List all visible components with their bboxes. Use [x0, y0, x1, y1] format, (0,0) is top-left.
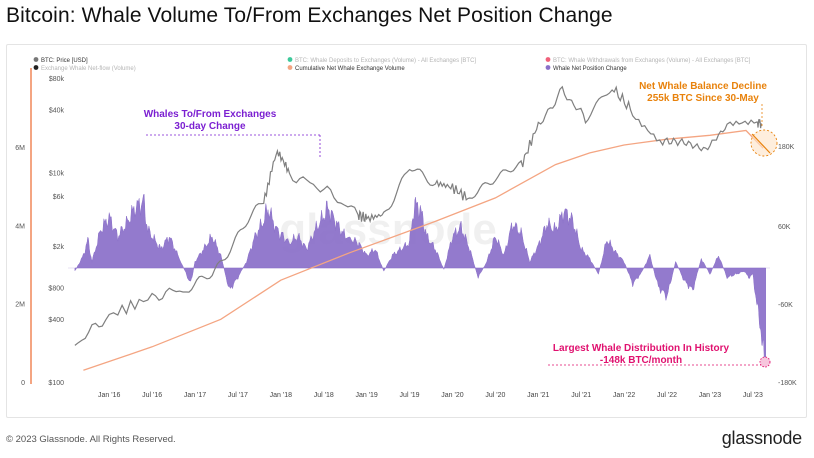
price-tick-label: $6k: [53, 194, 65, 201]
decline-segment: [751, 133, 771, 154]
right-axis-tick-label: 60K: [778, 224, 791, 231]
x-tick-label: Jan '23: [699, 392, 721, 399]
x-tick-label: Jan '20: [441, 392, 463, 399]
price-tick-label: $10k: [49, 171, 65, 178]
x-tick-label: Jul '22: [657, 392, 677, 399]
legend-swatch: [287, 57, 293, 62]
decline-label-line1: Net Whale Balance Decline: [639, 81, 767, 92]
x-tick-label: Jul '16: [142, 392, 162, 399]
decline-highlight-circle: [750, 129, 778, 157]
page-title: Bitcoin: Whale Volume To/From Exchanges …: [6, 4, 613, 27]
cumulative-tick-label: 0: [21, 380, 25, 387]
legend-swatch: [33, 65, 39, 70]
series-cumulative-net-whale-volume: [83, 129, 764, 371]
whales-label-line1: Whales To/From Exchanges: [144, 109, 277, 120]
legend-swatch: [33, 57, 39, 62]
cumulative-tick-label: 2M: [15, 302, 25, 309]
x-tick-label: Jan '19: [355, 392, 377, 399]
cumulative-tick-label: 6M: [15, 145, 25, 152]
series-btc-price: [74, 85, 762, 346]
legend-swatch: [287, 65, 293, 70]
price-tick-label: $100: [48, 380, 64, 387]
price-tick-label: $80k: [49, 76, 65, 83]
legend-label: Cumulative Net Whale Exchange Volume: [295, 66, 405, 72]
x-tick-label: Jul '21: [571, 392, 591, 399]
x-tick-label: Jul '19: [400, 392, 420, 399]
right-axis-tick-label: -60K: [778, 302, 793, 309]
right-axis-tick-label: 180K: [778, 144, 795, 151]
legend-swatch: [545, 65, 551, 70]
legend-label: Whale Net Position Change: [553, 66, 627, 72]
series-whale-net-position-change: [74, 193, 766, 366]
price-tick-label: $800: [48, 285, 64, 292]
legend-label: BTC: Price [USD]: [41, 58, 88, 64]
whales-label-line2: 30-day Change: [174, 121, 246, 132]
copyright: © 2023 Glassnode. All Rights Reserved.: [6, 434, 176, 445]
legend-label: Exchange Whale Net-flow (Volume): [41, 66, 136, 72]
x-tick-label: Jul '17: [228, 392, 248, 399]
x-tick-label: Jan '22: [613, 392, 635, 399]
legend-swatch: [545, 57, 551, 62]
distribution-label-line2: -148k BTC/month: [600, 355, 682, 366]
x-tick-label: Jul '20: [485, 392, 505, 399]
x-tick-label: Jul '23: [743, 392, 763, 399]
brand-logo: glassnode: [721, 428, 802, 448]
price-tick-label: $40k: [49, 108, 65, 115]
x-tick-label: Jan '16: [98, 392, 120, 399]
distribution-label-line1: Largest Whale Distribution In History: [553, 343, 730, 354]
cumulative-tick-label: 4M: [15, 223, 25, 230]
legend-label: BTC: Whale Withdrawals from Exchanges (V…: [553, 58, 751, 64]
right-axis-tick-label: -180K: [778, 380, 797, 387]
x-tick-label: Jan '17: [184, 392, 206, 399]
x-tick-label: Jul '18: [314, 392, 334, 399]
x-tick-label: Jan '18: [270, 392, 292, 399]
price-tick-label: $400: [48, 317, 64, 324]
legend-label: BTC: Whale Deposits to Exchanges (Volume…: [295, 58, 476, 64]
price-tick-label: $2k: [53, 244, 65, 251]
decline-label-line2: 255k BTC Since 30-May: [647, 93, 759, 104]
chart-frame: [6, 44, 807, 418]
x-tick-label: Jan '21: [527, 392, 549, 399]
distribution-highlight-circle: [759, 356, 771, 368]
